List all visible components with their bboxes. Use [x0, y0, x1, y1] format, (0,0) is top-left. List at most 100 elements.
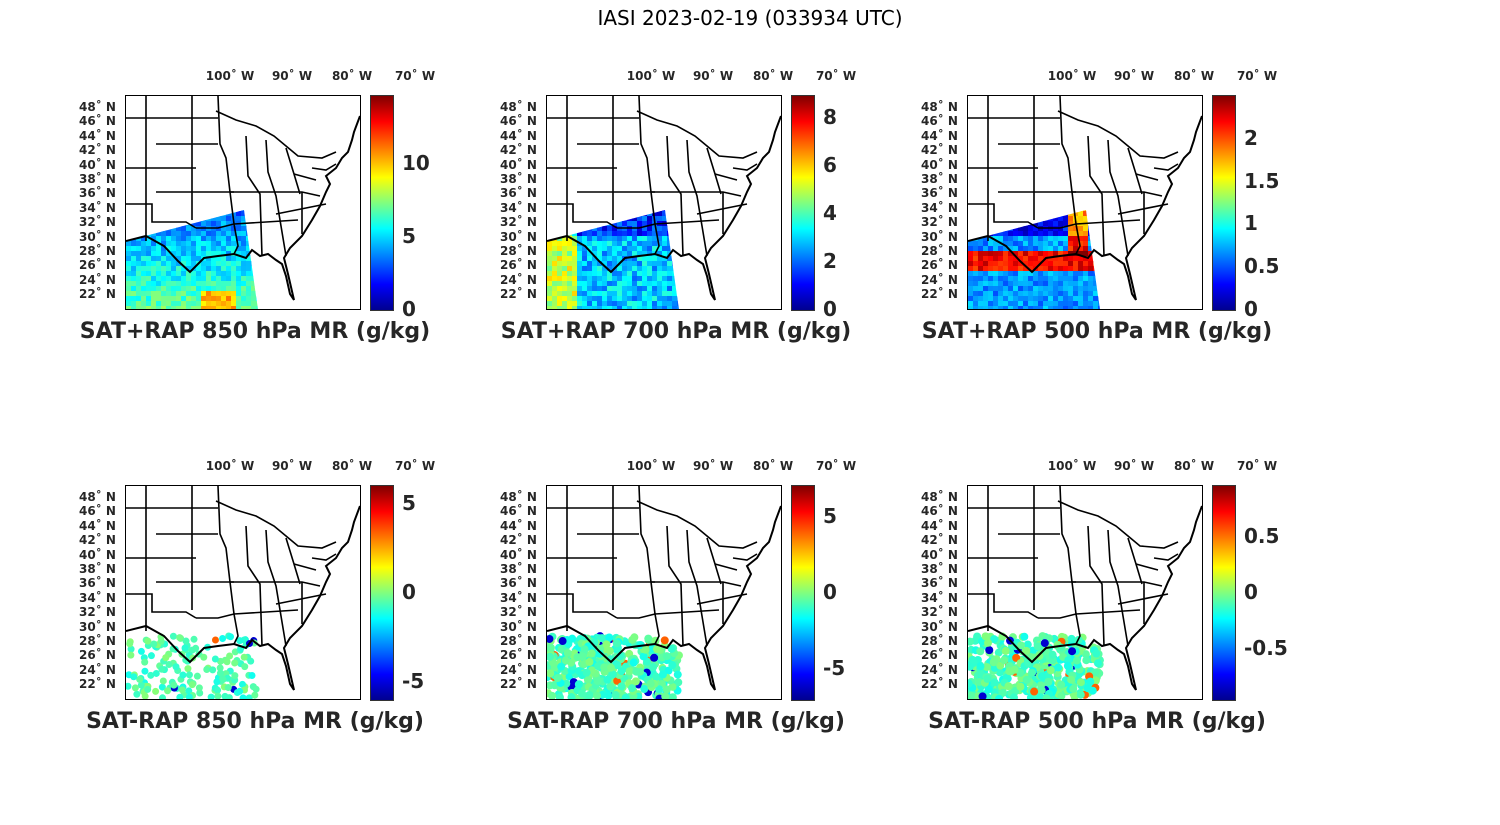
- difference-field: [126, 632, 260, 699]
- lon-label: 80˚ W: [752, 69, 794, 83]
- lat-label: 22˚ N: [500, 287, 537, 302]
- colorbar: [791, 95, 815, 311]
- colorbar-tick-label: 0: [1244, 297, 1258, 321]
- lon-label: 80˚ W: [331, 459, 373, 473]
- lat-label: 32˚ N: [921, 605, 958, 620]
- panel-850-diff: 100˚ W 90˚ W 80˚ W 70˚ W 48˚ N 46˚ N 44˚ N 42˚ …: [55, 445, 455, 734]
- lon-label: 90˚ W: [271, 459, 313, 473]
- lon-label: 80˚ W: [331, 69, 373, 83]
- lat-label: 46˚ N: [921, 504, 958, 519]
- map-area: [967, 95, 1203, 310]
- difference-field: [547, 632, 683, 699]
- lat-label: 32˚ N: [500, 605, 537, 620]
- lat-label: 38˚ N: [79, 562, 116, 576]
- lat-label: 22˚ N: [921, 287, 958, 302]
- lat-label: 48˚ N: [79, 100, 116, 114]
- lat-label: 38˚ N: [500, 172, 537, 186]
- map-plot: [547, 486, 781, 699]
- lon-label: 100˚ W: [626, 69, 676, 83]
- lat-label: 26˚ N: [500, 258, 537, 273]
- colorbar-tick-label: 5: [402, 224, 416, 249]
- lat-label: 48˚ N: [921, 490, 958, 504]
- colorbar-tick-label: 6: [823, 152, 837, 177]
- lat-label: 30˚ N: [921, 229, 958, 244]
- lat-label: 42˚ N: [921, 533, 958, 548]
- lat-label: 24˚ N: [921, 662, 958, 677]
- lat-label: 24˚ N: [921, 272, 958, 287]
- state-boundaries: [547, 486, 781, 691]
- panel-500-diff: 100˚ W 90˚ W 80˚ W 70˚ W 48˚ N 46˚ N 44˚ N 42˚ …: [897, 445, 1297, 734]
- lon-label: 70˚ W: [1236, 69, 1278, 83]
- colorbar-tick-label: 5: [402, 490, 416, 515]
- lat-label: 34˚ N: [921, 590, 958, 605]
- state-boundaries: [547, 96, 781, 301]
- difference-field: [968, 632, 1104, 699]
- lat-label: 38˚ N: [921, 562, 958, 576]
- colorbar: [370, 95, 394, 311]
- lon-label: 70˚ W: [394, 69, 436, 83]
- coastline: [547, 505, 781, 691]
- lat-label: 42˚ N: [79, 143, 116, 158]
- state-boundaries: [126, 96, 360, 301]
- panel-title: SAT-RAP 700 hPa MR (g/kg): [507, 709, 845, 734]
- colorbar-tick-label: 0: [402, 580, 416, 604]
- lat-label: 32˚ N: [500, 215, 537, 230]
- lat-label: 32˚ N: [921, 215, 958, 230]
- lat-label: 42˚ N: [79, 533, 116, 548]
- lat-label: 38˚ N: [79, 172, 116, 186]
- lat-label: 22˚ N: [921, 677, 958, 692]
- colorbar-tick-label: -5: [823, 656, 846, 681]
- lat-label: 40˚ N: [500, 157, 537, 172]
- coastline: [968, 115, 1202, 301]
- colorbar: [370, 485, 394, 701]
- panel-title: SAT-RAP 500 hPa MR (g/kg): [928, 709, 1266, 734]
- lat-label: 40˚ N: [921, 547, 958, 562]
- lon-label: 100˚ W: [205, 459, 255, 473]
- figure-title: IASI 2023-02-19 (033934 UTC): [597, 6, 903, 30]
- lat-label: 24˚ N: [500, 272, 537, 287]
- lat-label: 28˚ N: [500, 244, 537, 258]
- lon-label: 80˚ W: [1173, 69, 1215, 83]
- lon-label: 100˚ W: [205, 69, 255, 83]
- lat-label: 44˚ N: [921, 128, 958, 143]
- colorbar: [1212, 95, 1236, 311]
- lat-label: 26˚ N: [500, 648, 537, 663]
- lat-label: 38˚ N: [500, 562, 537, 576]
- lon-label: 90˚ W: [692, 459, 734, 473]
- lat-label: 28˚ N: [79, 634, 116, 648]
- colorbar-tick-label: 8: [823, 104, 837, 129]
- colorbar-tick-label: 4: [823, 200, 837, 225]
- lon-label: 100˚ W: [1047, 459, 1097, 473]
- state-boundaries: [968, 96, 1202, 301]
- map-plot: [547, 96, 781, 309]
- map-plot: [968, 486, 1202, 699]
- lat-label: 40˚ N: [500, 547, 537, 562]
- lat-label: 42˚ N: [921, 143, 958, 158]
- lat-label: 48˚ N: [79, 490, 116, 504]
- lat-label: 24˚ N: [500, 662, 537, 677]
- lat-label: 40˚ N: [79, 157, 116, 172]
- lat-label: 22˚ N: [79, 677, 116, 692]
- colorbar-tick-label: 10: [402, 151, 430, 176]
- map-area: [546, 95, 782, 310]
- lat-label: 42˚ N: [500, 143, 537, 158]
- lat-label: 26˚ N: [79, 648, 116, 663]
- lat-label: 22˚ N: [500, 677, 537, 692]
- colorbar-tick-label: 1.5: [1244, 168, 1280, 193]
- lat-label: 30˚ N: [921, 619, 958, 634]
- lat-label: 48˚ N: [500, 100, 537, 114]
- colorbar: [791, 485, 815, 701]
- lat-label: 30˚ N: [79, 229, 116, 244]
- lat-label: 46˚ N: [500, 504, 537, 519]
- lat-label: 48˚ N: [500, 490, 537, 504]
- lat-label: 24˚ N: [79, 272, 116, 287]
- panel-700-sum: 100˚ W 90˚ W 80˚ W 70˚ W 48˚ N 46˚ N 44˚ N 42˚ …: [476, 55, 876, 344]
- lat-label: 40˚ N: [79, 547, 116, 562]
- state-boundaries: [126, 486, 360, 691]
- panel-title: SAT+RAP 500 hPa MR (g/kg): [921, 319, 1273, 344]
- map-plot: [126, 96, 360, 309]
- lat-label: 40˚ N: [921, 157, 958, 172]
- colorbar-tick-label: 0: [823, 580, 837, 604]
- lat-label: 28˚ N: [921, 244, 958, 258]
- lat-label: 32˚ N: [79, 605, 116, 620]
